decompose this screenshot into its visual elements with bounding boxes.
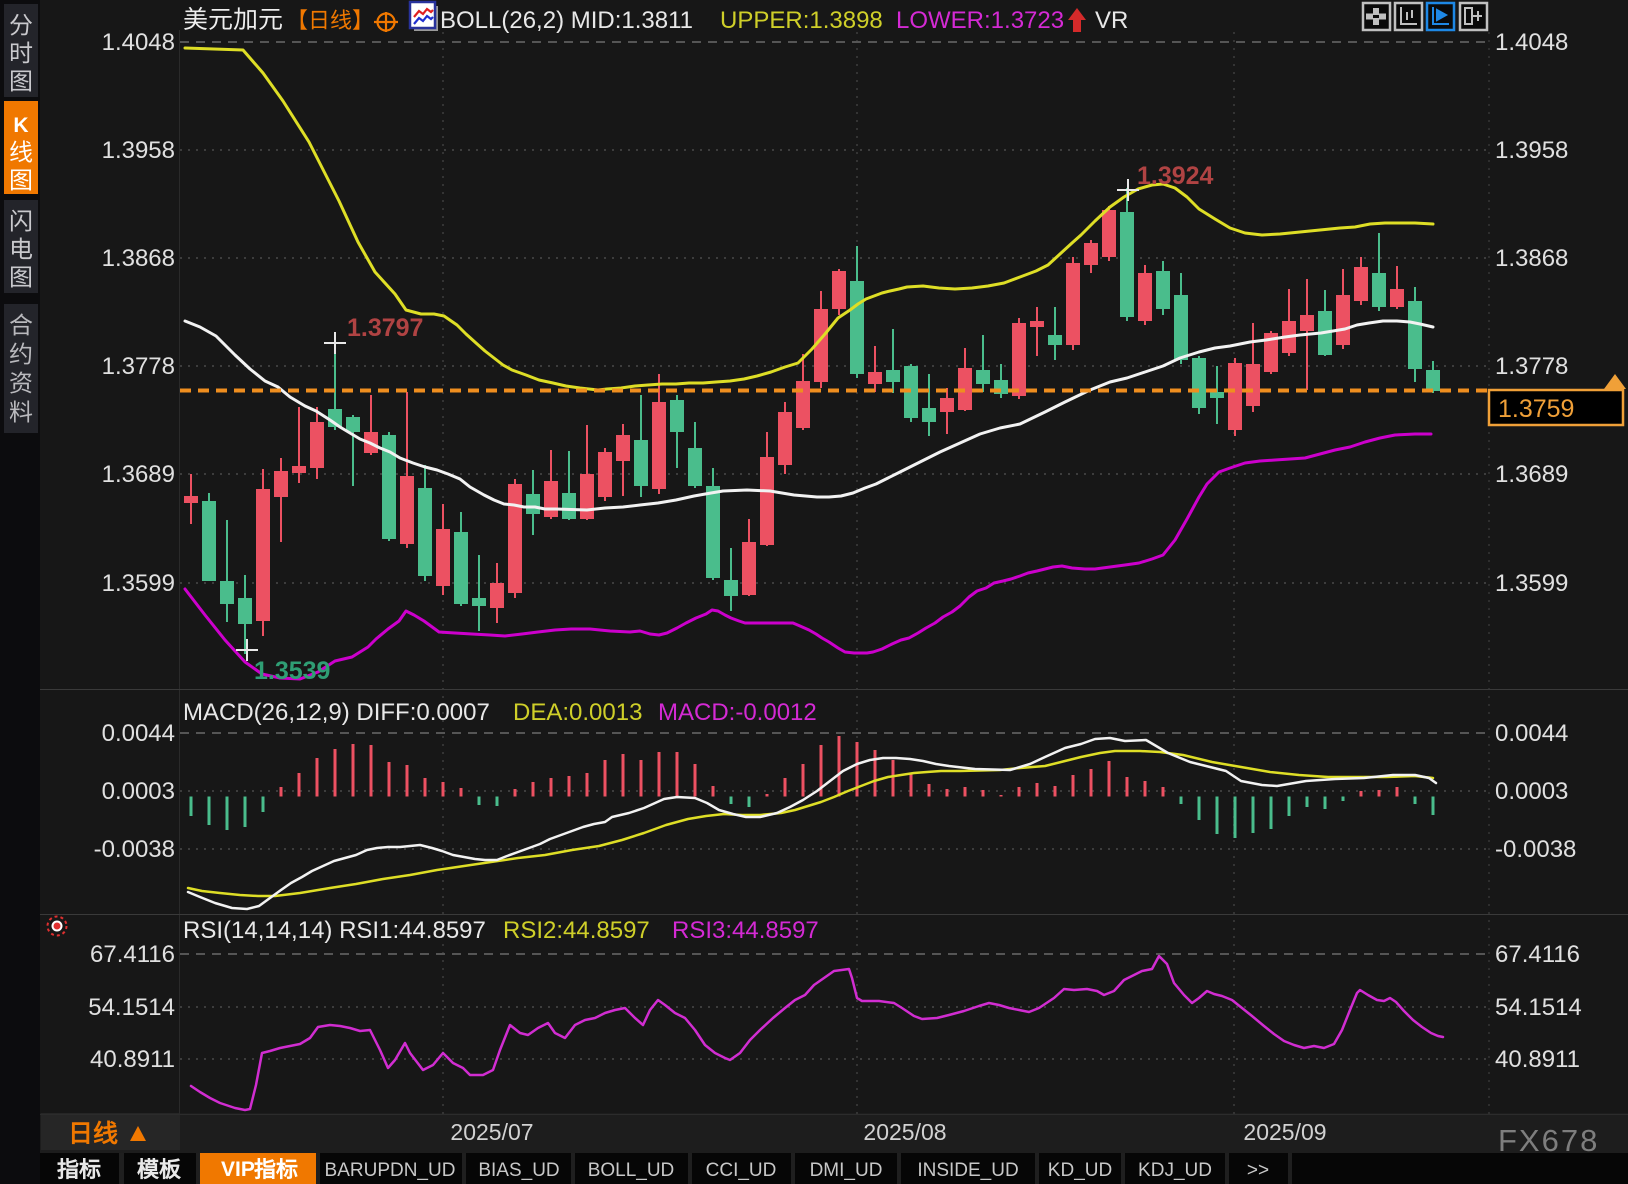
svg-text:DEA:0.0013: DEA:0.0013 xyxy=(513,699,642,726)
svg-text:54.1514: 54.1514 xyxy=(1495,994,1582,1021)
svg-text:0.0003: 0.0003 xyxy=(102,778,175,805)
svg-text:1.3868: 1.3868 xyxy=(102,245,175,272)
svg-text:1.3958: 1.3958 xyxy=(1495,137,1568,164)
svg-text:1.3924: 1.3924 xyxy=(1137,162,1214,190)
svg-text:0.0044: 0.0044 xyxy=(102,720,175,747)
svg-text:UPPER:1.3898: UPPER:1.3898 xyxy=(720,7,883,34)
svg-text:2025/07: 2025/07 xyxy=(450,1119,533,1145)
svg-text:RSI3:44.8597: RSI3:44.8597 xyxy=(672,917,819,944)
svg-text:RSI2:44.8597: RSI2:44.8597 xyxy=(503,917,650,944)
svg-text:1.3778: 1.3778 xyxy=(102,353,175,380)
svg-text:0.0003: 0.0003 xyxy=(1495,778,1568,805)
svg-text:0.0044: 0.0044 xyxy=(1495,720,1568,747)
svg-text:BOLL(26,2) MID:1.3811: BOLL(26,2) MID:1.3811 xyxy=(440,7,693,34)
svg-text:KDJ_UD: KDJ_UD xyxy=(1138,1160,1212,1181)
svg-text:KD_UD: KD_UD xyxy=(1048,1160,1112,1181)
svg-text:DMI_UD: DMI_UD xyxy=(810,1160,883,1181)
svg-text:>>: >> xyxy=(1247,1160,1269,1181)
svg-text:1.3778: 1.3778 xyxy=(1495,353,1568,380)
svg-text:1.3797: 1.3797 xyxy=(347,314,423,342)
svg-text:RSI(14,14,14) RSI1:44.8597: RSI(14,14,14) RSI1:44.8597 xyxy=(183,917,486,944)
svg-text:K: K xyxy=(13,114,28,137)
svg-text:1.4048: 1.4048 xyxy=(102,29,175,56)
svg-text:-0.0038: -0.0038 xyxy=(1495,836,1576,863)
svg-text:67.4116: 67.4116 xyxy=(1495,941,1580,968)
svg-text:54.1514: 54.1514 xyxy=(88,994,175,1021)
svg-text:1.3759: 1.3759 xyxy=(1498,395,1574,423)
svg-text:FX678: FX678 xyxy=(1498,1123,1599,1158)
svg-text:40.8911: 40.8911 xyxy=(1495,1046,1580,1073)
svg-text:MACD:-0.0012: MACD:-0.0012 xyxy=(658,699,817,726)
svg-text:1.3868: 1.3868 xyxy=(1495,245,1568,272)
svg-text:2025/08: 2025/08 xyxy=(863,1119,946,1145)
svg-text:INSIDE_UD: INSIDE_UD xyxy=(917,1160,1018,1181)
svg-text:BOLL_UD: BOLL_UD xyxy=(588,1160,675,1181)
svg-text:MACD(26,12,9) DIFF:0.0007: MACD(26,12,9) DIFF:0.0007 xyxy=(183,699,490,726)
svg-text:CCI_UD: CCI_UD xyxy=(706,1160,777,1181)
svg-text:40.8911: 40.8911 xyxy=(90,1046,175,1073)
svg-text:-0.0038: -0.0038 xyxy=(94,836,175,863)
svg-text:1.3599: 1.3599 xyxy=(102,570,175,597)
svg-text:2025/09: 2025/09 xyxy=(1243,1119,1326,1145)
svg-text:LOWER:1.3723: LOWER:1.3723 xyxy=(896,7,1064,34)
svg-text:1.3958: 1.3958 xyxy=(102,137,175,164)
svg-text:BIAS_UD: BIAS_UD xyxy=(478,1160,559,1181)
svg-text:1.3599: 1.3599 xyxy=(1495,570,1568,597)
svg-text:1.4048: 1.4048 xyxy=(1495,29,1568,56)
svg-text:1.3689: 1.3689 xyxy=(1495,461,1568,488)
svg-text:67.4116: 67.4116 xyxy=(90,941,175,968)
svg-text:1.3689: 1.3689 xyxy=(102,461,175,488)
svg-text:VIP: VIP xyxy=(221,1158,255,1181)
svg-text:1.3539: 1.3539 xyxy=(254,657,330,685)
svg-text:BARUPDN_UD: BARUPDN_UD xyxy=(325,1160,456,1181)
svg-text:VR: VR xyxy=(1095,7,1128,34)
